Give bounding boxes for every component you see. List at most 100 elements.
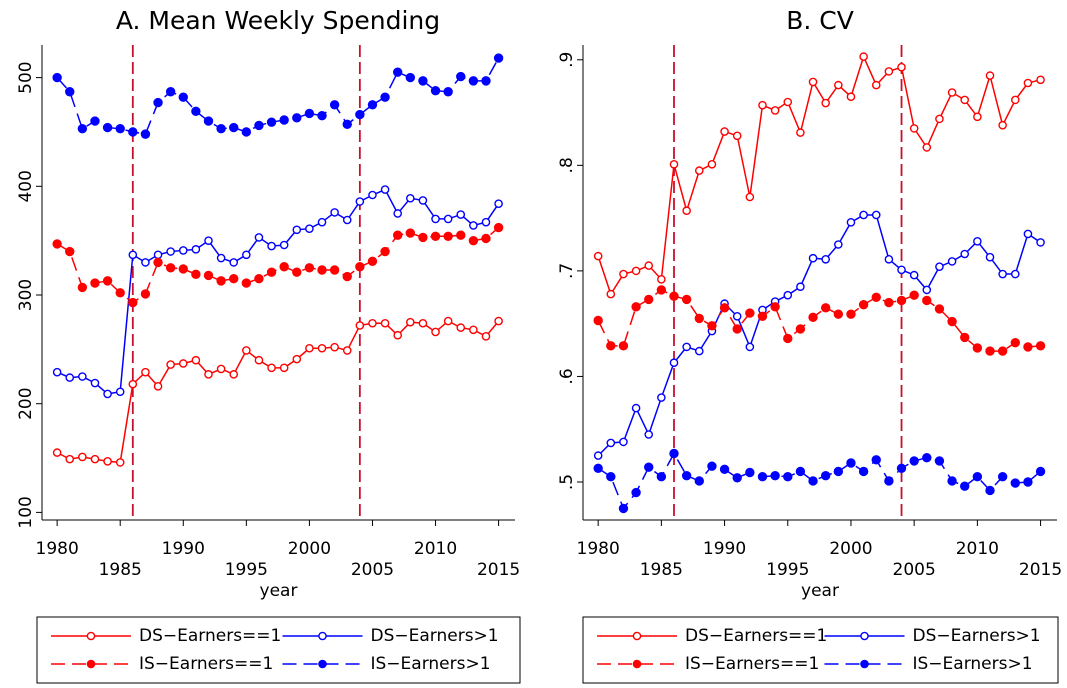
data-point (254, 233, 264, 242)
data-point (694, 346, 704, 356)
data-point (606, 438, 616, 448)
data-point (102, 276, 113, 286)
data-point (305, 224, 314, 233)
data-point (694, 166, 704, 175)
data-point (593, 451, 603, 460)
data-point (242, 346, 251, 355)
data-point (909, 456, 919, 466)
x-tick-label: 1980 (577, 539, 620, 559)
data-point (380, 246, 390, 257)
data-point (90, 116, 100, 126)
data-point (922, 453, 932, 463)
data-point (430, 85, 441, 96)
data-point (618, 503, 629, 514)
data-point (242, 250, 251, 260)
legend-marker (86, 659, 96, 669)
y-tick-label: .7 (557, 263, 577, 279)
data-point (128, 379, 138, 389)
data-point (682, 342, 691, 352)
data-point (254, 355, 264, 365)
x-tick-label: 2000 (288, 539, 331, 559)
data-point (820, 303, 831, 313)
chart-title: B. CV (786, 6, 854, 35)
data-point (191, 269, 201, 280)
data-point (796, 128, 805, 137)
data-point (833, 466, 844, 477)
legend-marker (632, 631, 642, 641)
data-point (960, 481, 970, 491)
x-tick-label: 1985 (640, 560, 683, 580)
legend-label: IS−Earners>1 (371, 654, 491, 674)
data-point (985, 485, 995, 496)
data-point (65, 454, 75, 464)
y-tick-label: .6 (557, 368, 577, 384)
data-point (443, 231, 453, 242)
data-point (720, 127, 729, 136)
data-point (985, 71, 995, 80)
data-point (1035, 466, 1046, 477)
data-point (78, 452, 87, 462)
data-point (279, 262, 289, 272)
data-point (266, 117, 277, 127)
data-point (745, 342, 755, 352)
data-point (153, 97, 163, 108)
data-point (631, 266, 641, 276)
data-point (204, 236, 213, 245)
data-point (656, 472, 667, 482)
data-point (115, 123, 125, 134)
data-point (292, 225, 302, 235)
data-point (216, 253, 226, 263)
x-tick-label: 2015 (477, 560, 520, 580)
data-point (456, 323, 466, 332)
legend-marker (318, 659, 327, 669)
data-point (191, 245, 201, 254)
data-point (606, 289, 616, 299)
data-point (644, 261, 654, 270)
data-point (178, 92, 188, 102)
legend-label: IS−Earners==1 (139, 654, 273, 674)
data-point (707, 159, 717, 169)
data-point (1035, 341, 1046, 351)
data-point (292, 113, 302, 123)
data-point (808, 253, 818, 263)
data-point (229, 122, 239, 133)
data-point (406, 317, 415, 327)
y-tick-label: 200 (16, 387, 36, 419)
data-point (128, 297, 138, 308)
x-tick-label: 2000 (829, 539, 872, 559)
data-point (494, 199, 503, 208)
data-point (191, 355, 201, 365)
data-point (833, 309, 844, 319)
data-point (593, 463, 603, 473)
data-point (1010, 95, 1020, 105)
data-point (934, 304, 945, 314)
data-point (745, 308, 755, 318)
data-point (808, 77, 818, 87)
data-point (922, 143, 932, 152)
data-point (317, 343, 327, 353)
data-point (304, 263, 315, 273)
data-point (770, 470, 780, 481)
data-point (808, 312, 818, 323)
data-point (229, 273, 239, 284)
data-point (1010, 269, 1020, 279)
data-point (266, 267, 277, 277)
data-point (203, 270, 214, 281)
data-point (922, 295, 932, 306)
data-point (998, 269, 1007, 279)
x-tick-label: 1990 (703, 539, 746, 559)
legend-label: IS−Earners>1 (913, 654, 1033, 674)
data-point (90, 378, 100, 388)
data-point (103, 457, 112, 466)
data-point (619, 269, 628, 279)
legend-label: DS−Earners>1 (913, 626, 1041, 646)
data-point (606, 472, 616, 482)
data-point (141, 258, 150, 267)
data-point (342, 346, 352, 355)
data-point (481, 217, 491, 227)
data-point (52, 448, 62, 457)
data-point (52, 367, 62, 377)
data-point (456, 210, 466, 219)
data-point (669, 291, 679, 301)
